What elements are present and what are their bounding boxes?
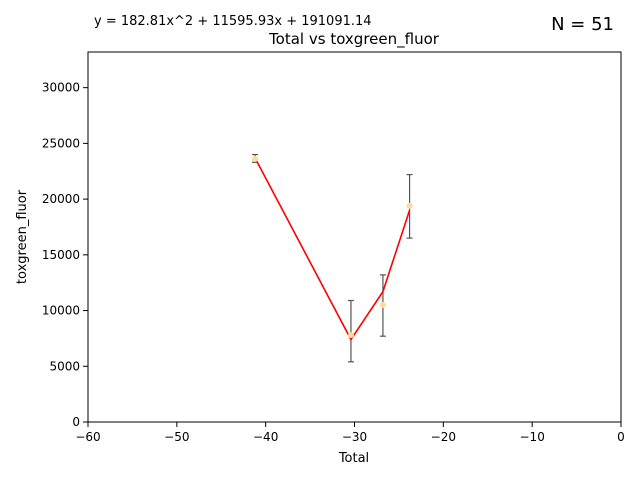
data-point [379, 301, 386, 308]
y-axis-label: toxgreen_fluor [15, 189, 30, 284]
fit-line [254, 157, 411, 342]
plot-area [252, 153, 413, 363]
chart-title: Total vs toxgreen_fluor [268, 30, 440, 49]
x-tick-label: 0 [617, 430, 625, 444]
y-tick-label: 15000 [42, 248, 80, 262]
x-tick-label: −10 [520, 430, 545, 444]
y-tick-label: 20000 [42, 192, 80, 206]
axes-frame [87, 51, 622, 423]
data-point [252, 155, 259, 162]
y-tick-label: 10000 [42, 304, 80, 318]
x-tick-label: −20 [431, 430, 456, 444]
x-tick-label: −60 [75, 430, 100, 444]
x-tick-label: −50 [164, 430, 189, 444]
y-tick-label: 25000 [42, 136, 80, 150]
y-tick-label: 5000 [49, 359, 80, 373]
data-point [347, 332, 354, 339]
y-tick-label: 0 [72, 415, 80, 429]
fit-equation: y = 182.81x^2 + 11595.93x + 191091.14 [94, 14, 372, 29]
x-axis-label: Total [338, 451, 369, 466]
x-tick-label: −30 [342, 430, 367, 444]
y-tick-label: 30000 [42, 81, 80, 95]
error-bar [347, 299, 354, 363]
sample-size-label: N = 51 [551, 14, 614, 35]
data-point [406, 202, 413, 209]
y-axis-ticks: 0 5000 10000 15000 20000 25000 30000 [42, 81, 88, 429]
x-tick-label: −40 [253, 430, 278, 444]
x-axis-ticks: −60 −50 −40 −30 −20 −10 0 [75, 422, 625, 444]
